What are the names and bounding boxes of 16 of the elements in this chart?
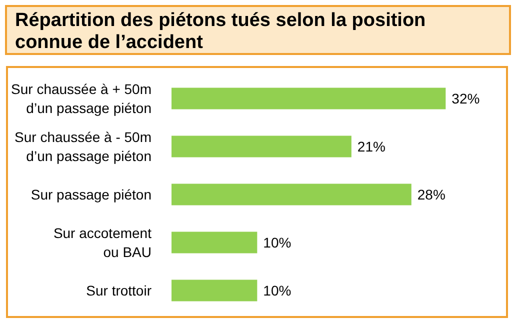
data-label: 21%: [357, 138, 386, 154]
y-tick-label: Sur passage piéton: [30, 186, 152, 202]
data-label: 32%: [452, 90, 480, 106]
y-tick-label: Sur chaussée à + 50m d’un passage piéton: [11, 80, 152, 116]
y-tick-label: Sur chaussée à - 50m d’un passage piéton: [14, 128, 152, 164]
chart-title: Répartition des piétons tués selon la position connue de l’accident: [15, 10, 426, 54]
y-tick-label: Sur trottoir: [86, 282, 152, 298]
data-label: 10%: [263, 282, 292, 298]
data-label: 28%: [417, 186, 446, 202]
y-tick-label: Sur accotement ou BAU: [53, 224, 152, 260]
bar: [172, 280, 258, 302]
bar: [172, 184, 412, 206]
bar: [172, 136, 352, 158]
bar: [172, 88, 446, 110]
data-label: 10%: [263, 234, 292, 250]
bar: [172, 232, 258, 254]
